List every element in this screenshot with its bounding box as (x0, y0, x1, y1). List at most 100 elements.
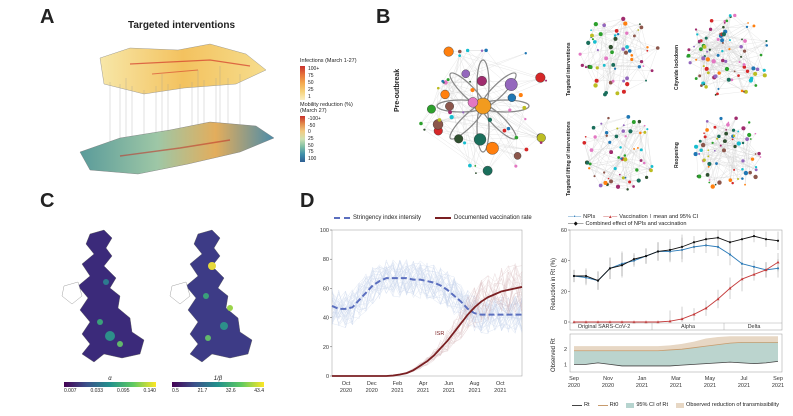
vaccination-point (716, 297, 720, 301)
network-node (622, 79, 626, 83)
network-node (600, 122, 603, 125)
network-edge (706, 64, 745, 87)
network-node (714, 93, 717, 96)
network-node (722, 148, 726, 153)
stringency-line (331, 277, 522, 316)
network-edge (623, 132, 645, 178)
network-edge (589, 125, 645, 169)
network-edge (695, 29, 742, 57)
network-node (639, 60, 644, 64)
network-edge (604, 47, 611, 95)
network-node (720, 38, 725, 43)
beta-tick: 21.7 (197, 388, 208, 394)
network-node (747, 132, 752, 138)
combined-point (716, 236, 720, 239)
network-edge (587, 121, 640, 163)
network-node (728, 178, 733, 182)
network-node (639, 23, 641, 26)
combined-swatch: —◆— (568, 221, 584, 227)
infections-tick: 50 (308, 80, 314, 86)
network-node (741, 159, 745, 163)
background-line (331, 266, 523, 334)
network-edge (714, 127, 734, 131)
network-edge (707, 121, 751, 140)
rt-legend-label: Rt (584, 402, 590, 408)
network-edge (739, 46, 742, 63)
reduction-swatch (676, 402, 685, 408)
x-tick-label-month: Nov (603, 376, 613, 382)
network-node (733, 13, 737, 18)
network-node (741, 141, 745, 145)
background-line (331, 267, 523, 334)
network-node (637, 65, 642, 69)
variant-label: Original SARS-CoV-2 (578, 324, 631, 330)
network-edge (420, 82, 446, 124)
network-node (745, 69, 750, 73)
network-edge (703, 58, 743, 92)
network-node (706, 71, 710, 75)
network-edge (703, 42, 723, 46)
network-edge (610, 162, 645, 182)
network-node (765, 39, 768, 43)
network-edge (597, 19, 623, 68)
network-node (608, 140, 612, 144)
network-edge (700, 141, 736, 147)
network-edge (697, 22, 749, 35)
vaccination-point (644, 320, 648, 324)
network-node (615, 184, 621, 189)
vaccination-point (704, 306, 708, 310)
network-edge (597, 46, 611, 68)
network-node (470, 87, 475, 93)
combined-point (752, 235, 756, 238)
network-edge (687, 22, 725, 57)
network-node (609, 179, 614, 184)
network-edge (618, 34, 658, 49)
network-edge (591, 132, 607, 151)
network-node (747, 22, 749, 24)
infections-legend-title: Infections (March 1-27) (300, 58, 357, 64)
stringency-swatch (334, 217, 350, 219)
network-node (449, 115, 454, 120)
network-node (592, 40, 597, 44)
network-edge (734, 133, 756, 170)
network-edge (746, 26, 762, 56)
mobility-tick: 50 (308, 142, 314, 149)
network-edge (584, 142, 591, 164)
network-edge (709, 39, 719, 50)
network-node (703, 135, 707, 139)
reopening-network (693, 116, 762, 189)
network-node (637, 147, 639, 149)
network-node (732, 134, 736, 138)
network-node (614, 29, 619, 33)
network-node (698, 139, 702, 143)
rt0-line (574, 341, 778, 352)
network-edge (591, 147, 621, 151)
network-node (508, 108, 512, 112)
vaccination-point (764, 268, 768, 272)
network-node (645, 79, 647, 82)
network-node (524, 117, 527, 121)
network-node (731, 138, 734, 141)
network-edge (582, 25, 605, 66)
isr-label: ISR (435, 331, 444, 337)
vacc-legend-label: Vaccination (619, 214, 648, 220)
ci-legend-label: mean and 95% CI (653, 214, 699, 220)
network-edge (708, 156, 731, 181)
network-edge (640, 125, 645, 133)
network-node (484, 48, 488, 53)
network-node (627, 49, 632, 53)
network-edge (591, 35, 611, 48)
network-edge (588, 24, 596, 43)
network-edge (723, 150, 753, 160)
vaccination-point (584, 320, 588, 324)
network-edge (600, 34, 606, 95)
network-edge (730, 131, 739, 181)
network-edge (595, 24, 616, 69)
network-edge (704, 153, 756, 161)
network-edge (611, 180, 639, 182)
network-edge (617, 33, 627, 94)
network-node (752, 24, 756, 28)
network-node (693, 45, 695, 48)
network-edge (713, 61, 754, 69)
network-node (650, 69, 654, 73)
